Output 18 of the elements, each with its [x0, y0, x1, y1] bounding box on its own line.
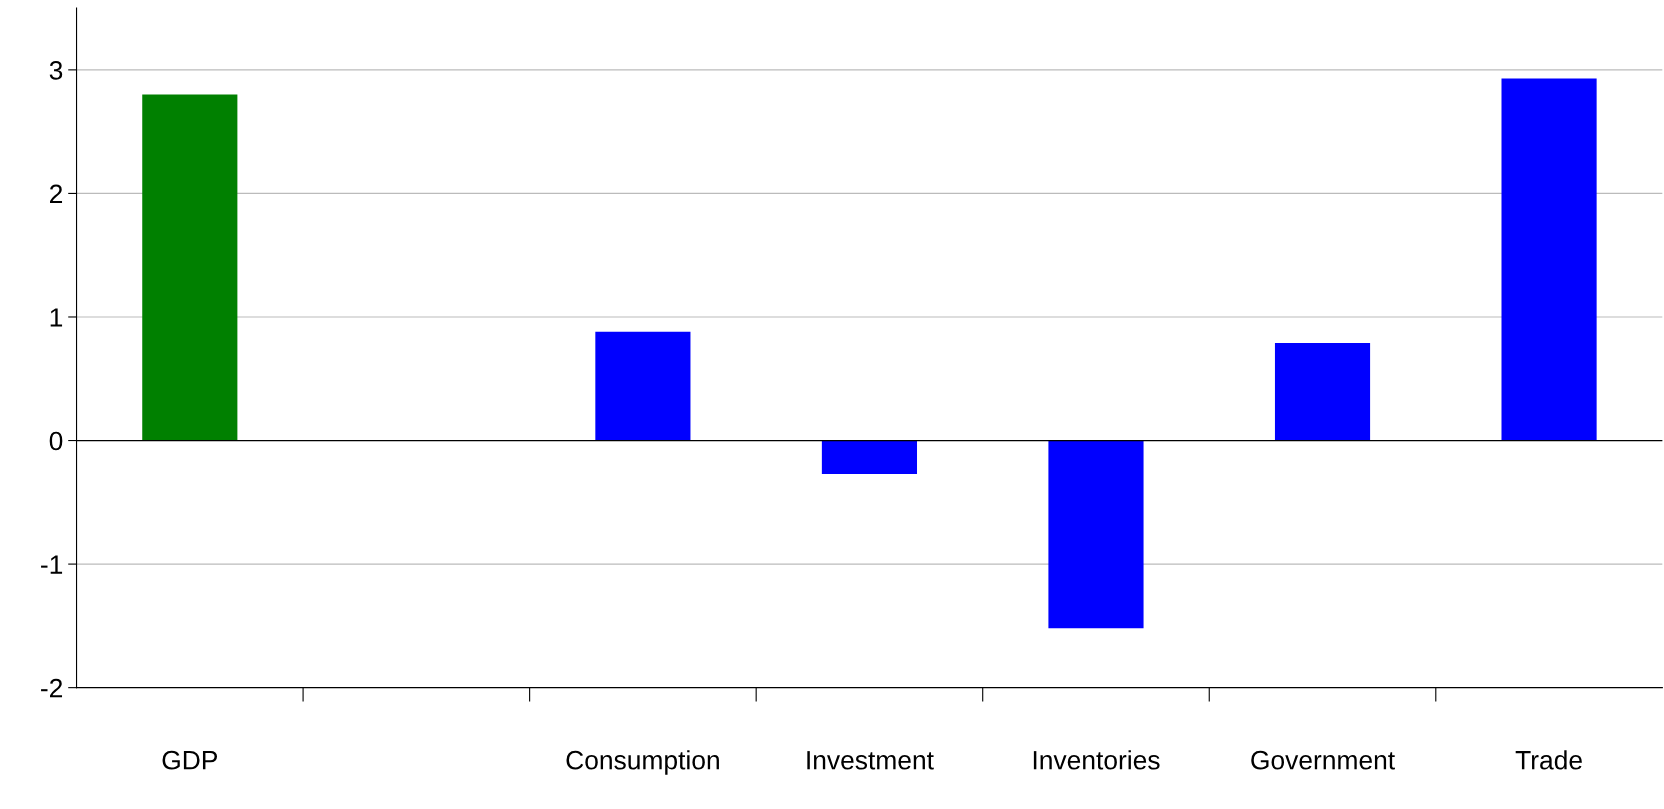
x-tick-label: Government	[1251, 750, 1395, 770]
y-tick-label: -2	[41, 678, 63, 698]
y-tick-label: 0	[49, 431, 63, 451]
bar	[1048, 440, 1144, 629]
y-tick-label: 3	[49, 61, 63, 80]
x-tick-label: Investment	[807, 751, 934, 770]
bar	[821, 440, 918, 474]
bar	[1501, 78, 1597, 441]
y-tick-label: -1	[41, 555, 63, 574]
x-tick-label: Consumption	[566, 750, 719, 775]
y-tick-label: 2	[50, 184, 63, 203]
x-tick-label: Inventories	[1033, 750, 1160, 770]
x-tick-label: Trade	[1515, 750, 1582, 770]
y-tick-label: 1	[50, 308, 63, 327]
x-tick-label: GDP	[162, 750, 218, 770]
bar	[142, 94, 238, 441]
bar	[1274, 342, 1371, 441]
bar	[595, 331, 691, 441]
